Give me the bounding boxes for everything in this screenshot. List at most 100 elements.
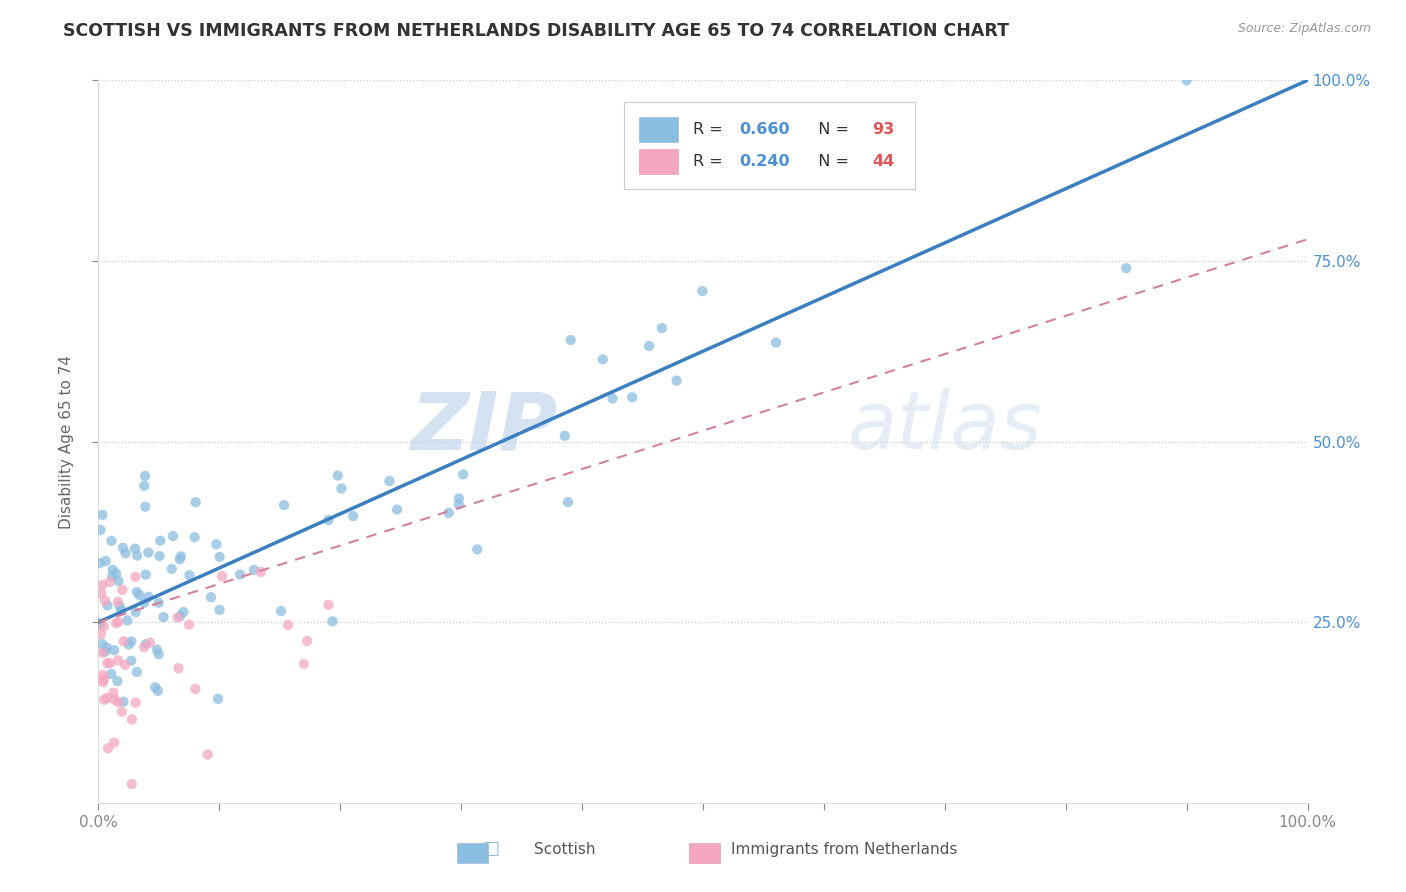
Point xyxy=(96,656,118,670)
Point xyxy=(103,692,125,706)
Point xyxy=(103,736,125,750)
Text: 0.660: 0.660 xyxy=(740,122,790,136)
Point xyxy=(169,552,191,566)
Point xyxy=(273,498,295,512)
Point xyxy=(100,533,122,548)
Point xyxy=(560,333,582,347)
Point xyxy=(172,605,194,619)
Text: Scottish: Scottish xyxy=(534,842,596,856)
Point xyxy=(621,390,644,404)
Point xyxy=(120,634,142,648)
Bar xyxy=(638,149,678,174)
Point xyxy=(143,680,166,694)
Point xyxy=(125,605,148,619)
Text: atlas: atlas xyxy=(848,388,1043,467)
Point xyxy=(127,549,149,563)
Point xyxy=(105,616,128,631)
Point xyxy=(128,588,150,602)
Point xyxy=(554,429,576,443)
Point xyxy=(125,585,148,599)
Point xyxy=(91,646,114,660)
Point xyxy=(98,657,121,671)
Point xyxy=(152,610,174,624)
Point xyxy=(90,627,112,641)
Point xyxy=(451,467,474,482)
Point xyxy=(97,741,120,756)
Point xyxy=(91,675,114,690)
Text: 0.240: 0.240 xyxy=(740,153,790,169)
Text: Immigrants from Netherlands: Immigrants from Netherlands xyxy=(731,842,957,856)
Y-axis label: Disability Age 65 to 74: Disability Age 65 to 74 xyxy=(59,354,75,529)
Point xyxy=(1115,261,1137,276)
Point xyxy=(114,657,136,672)
Point xyxy=(107,615,129,629)
Point xyxy=(149,533,172,548)
Point xyxy=(91,637,114,651)
Point xyxy=(108,599,131,613)
Point xyxy=(89,616,111,631)
Point xyxy=(229,567,252,582)
Point xyxy=(692,284,714,298)
Point xyxy=(270,604,292,618)
Point xyxy=(437,506,460,520)
Point xyxy=(139,635,162,649)
Point xyxy=(765,335,787,350)
Point xyxy=(112,634,135,648)
Point xyxy=(134,596,156,610)
Point xyxy=(292,657,315,671)
Text: □: □ xyxy=(482,840,499,858)
Point xyxy=(107,574,129,588)
Point xyxy=(89,616,111,631)
Text: N =: N = xyxy=(808,122,855,136)
Point xyxy=(205,537,228,551)
Point xyxy=(96,690,118,705)
Point xyxy=(111,582,134,597)
Point xyxy=(318,513,340,527)
Point xyxy=(94,645,117,659)
Point xyxy=(90,587,112,601)
Text: ZIP: ZIP xyxy=(411,388,558,467)
Point xyxy=(179,568,201,582)
Point xyxy=(138,545,160,559)
Point xyxy=(125,665,148,679)
Point xyxy=(166,610,188,624)
Point xyxy=(295,634,318,648)
Point xyxy=(146,642,169,657)
Point xyxy=(665,374,688,388)
Point xyxy=(101,563,124,577)
Point xyxy=(94,593,117,607)
Point xyxy=(114,546,136,560)
Point xyxy=(94,554,117,568)
Point xyxy=(117,613,139,627)
Point xyxy=(184,681,207,696)
Point xyxy=(120,654,142,668)
Point xyxy=(93,692,115,706)
Text: R =: R = xyxy=(693,122,728,136)
Point xyxy=(1175,73,1198,87)
Point xyxy=(89,523,111,537)
Point xyxy=(103,643,125,657)
Text: R =: R = xyxy=(693,153,728,169)
Bar xyxy=(624,102,915,189)
Point xyxy=(103,686,125,700)
Bar xyxy=(638,117,678,142)
Point xyxy=(208,549,231,564)
Text: SCOTTISH VS IMMIGRANTS FROM NETHERLANDS DISABILITY AGE 65 TO 74 CORRELATION CHAR: SCOTTISH VS IMMIGRANTS FROM NETHERLANDS … xyxy=(63,22,1010,40)
Point xyxy=(148,647,170,661)
Point xyxy=(184,495,207,509)
Point xyxy=(146,683,169,698)
Point xyxy=(330,482,353,496)
Point xyxy=(207,691,229,706)
Point xyxy=(651,321,673,335)
Point xyxy=(124,696,146,710)
Point xyxy=(111,705,134,719)
Point xyxy=(121,713,143,727)
Point xyxy=(98,574,121,589)
Point xyxy=(277,618,299,632)
Point xyxy=(243,563,266,577)
Point xyxy=(96,640,118,655)
Point xyxy=(107,653,129,667)
Point xyxy=(134,479,156,493)
Point xyxy=(447,497,470,511)
Text: 44: 44 xyxy=(872,153,894,169)
